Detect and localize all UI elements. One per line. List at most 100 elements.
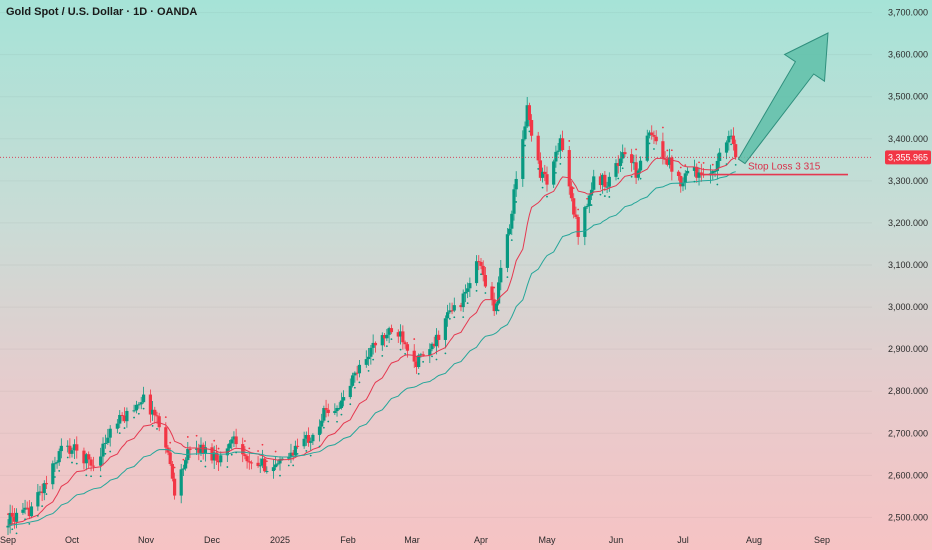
candle-body [293,445,297,456]
stop-dot [497,309,500,312]
candle-body [153,409,157,416]
candle-body [82,450,86,464]
candle-body [99,456,103,466]
candle-body [40,491,44,494]
candle-body [10,512,14,517]
candle-body [663,158,667,160]
candle-body [607,176,611,187]
candle-body [57,451,61,463]
candle-body [311,434,315,442]
stop-dot [248,447,251,450]
candle-body [170,463,174,479]
candle-body [357,364,362,374]
candle-body [645,135,649,161]
stop-dot [385,345,388,348]
candle-body [729,135,733,137]
time-tick-label: Apr [474,535,488,545]
time-tick-label: Jul [677,535,689,545]
stop-dot [493,286,496,289]
stop-dot [555,171,557,174]
candle-body [521,139,525,179]
candle-body [556,150,560,152]
stop-dot [118,432,121,434]
candle-body [468,283,472,289]
candle-body [348,385,352,398]
candle-body [543,171,547,175]
stop-dot [123,427,126,429]
stop-dot [164,416,167,419]
candle-body [195,448,199,450]
stop-dot [734,164,737,166]
candle-body [44,483,48,485]
stop-dot [484,292,487,294]
candle-body [587,195,591,207]
stop-dot [41,505,44,507]
candle-body [137,404,141,406]
candle-body [459,305,463,308]
candle-body [23,507,27,510]
stop-dot [265,460,268,463]
stop-dot [200,460,202,462]
candle-body [614,163,618,177]
candle-body [724,142,729,153]
time-tick-label: Jun [609,535,624,545]
stop-dot [45,493,48,495]
candle-body [335,408,339,412]
candle-body [481,265,485,276]
candle-body [403,342,407,345]
candle-body [734,144,738,158]
stop-dot [36,514,39,517]
candle-body [103,442,108,444]
candle-body [227,443,232,449]
candle-body [51,463,55,485]
candle-body [505,234,509,268]
candle-body [483,275,487,287]
stop-dot [296,452,299,455]
stop-dot [506,276,509,279]
candle-body [324,408,328,410]
stop-dot [318,445,321,448]
candle-body [387,328,391,335]
candle-body [179,469,183,496]
stop-dot [156,428,158,430]
stop-dot [413,338,416,340]
candle-body [339,400,344,409]
candle-body [601,174,605,186]
price-tick-label: 2,700.000 [888,428,928,438]
candle-body [364,359,368,365]
price-tick-label: 3,200.000 [888,218,928,228]
stop-dot [309,454,312,457]
candle-body [291,452,295,456]
candle-body [618,158,623,166]
candle-body [21,509,25,513]
stop-dot [381,354,384,357]
stop-dot [590,204,593,206]
candle-body [216,460,221,463]
stop-dot [524,144,526,147]
fast-moving-average-line [7,157,736,527]
stop-dot [648,142,651,145]
candle-body [382,335,387,339]
time-tick-label: Sep [0,535,16,545]
candle-body [630,154,634,163]
stop-dot [287,464,290,467]
stop-dot [151,425,154,427]
trailing-stop-dots [7,126,737,535]
candle-body [8,512,12,526]
candle-body [718,152,722,161]
candle-body [371,342,375,348]
stop-dot [399,348,402,351]
candle-body [632,162,636,164]
candle-body [89,459,93,466]
candle-body [219,455,223,463]
stop-dot [716,183,719,186]
stop-dot [404,352,407,355]
stop-dot [639,177,642,180]
candle-body [428,349,432,356]
stop-dot [7,513,9,516]
candle-body [419,354,423,356]
stop-dot [349,403,352,406]
candle-body [414,361,419,368]
stop-dot [475,289,478,292]
